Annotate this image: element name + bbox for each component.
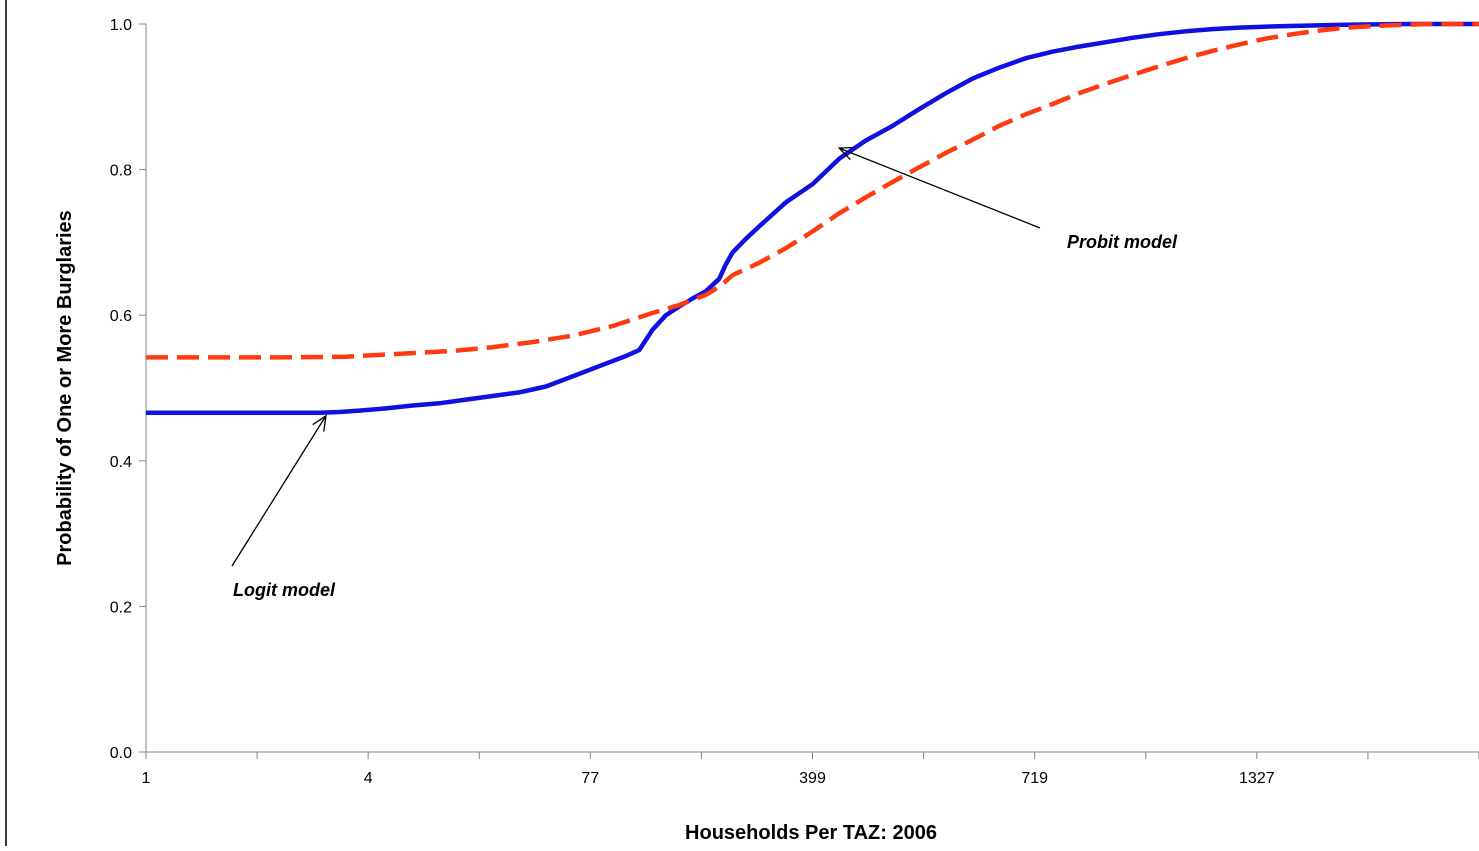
logit-annotation-label: Logit model bbox=[233, 580, 336, 600]
x-axis-title: Households Per TAZ: 2006 bbox=[685, 822, 937, 844]
y-tick-label: 0.6 bbox=[110, 308, 132, 325]
y-tick-label: 0.2 bbox=[110, 599, 132, 616]
y-axis-title: Probability of One or More Burglaries bbox=[54, 210, 76, 566]
x-tick-label: 77 bbox=[581, 770, 599, 787]
annotation-arrowhead bbox=[312, 414, 327, 432]
annotation-arrowhead bbox=[837, 146, 856, 161]
x-tick-label: 719 bbox=[1021, 770, 1048, 787]
logit-series-line bbox=[146, 21, 1479, 416]
probit-series-line bbox=[146, 21, 1479, 360]
annotation-arrow-line bbox=[231, 415, 327, 567]
y-tick-label: 0.8 bbox=[110, 163, 132, 180]
y-tick-label: 0.4 bbox=[110, 454, 132, 471]
annotations: Logit model Probit model bbox=[231, 146, 1178, 600]
y-tick-label: 0.0 bbox=[110, 745, 132, 762]
axes: 0.0 0.2 0.4 0.6 0.8 1.0 1 4 77 399 719 1327 bbox=[5, 0, 1479, 846]
x-tick-label: 399 bbox=[799, 770, 826, 787]
x-tick-label: 1327 bbox=[1239, 770, 1275, 787]
y-tick-label: 1.0 bbox=[110, 17, 132, 34]
probit-annotation-label: Probit model bbox=[1067, 232, 1178, 252]
x-tick-label: 1 bbox=[142, 770, 151, 787]
x-tick-label: 4 bbox=[364, 770, 373, 787]
series-layer bbox=[146, 21, 1479, 416]
annotation-arrow-line bbox=[838, 147, 1041, 229]
